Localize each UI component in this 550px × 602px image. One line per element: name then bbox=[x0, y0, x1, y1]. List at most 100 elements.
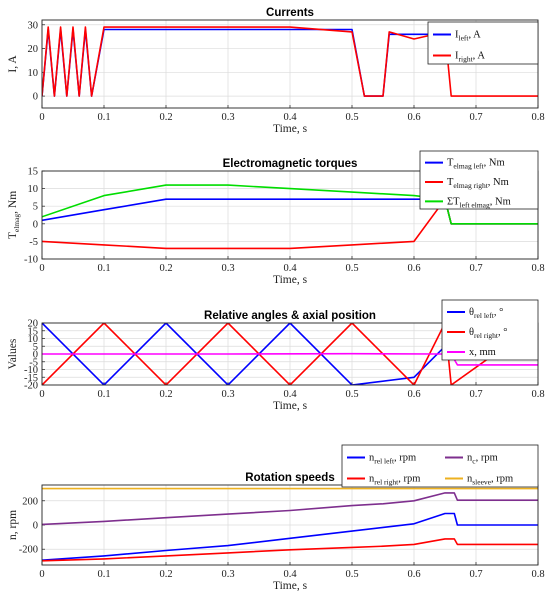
x-tick-label: 0.3 bbox=[221, 112, 234, 123]
y-tick-label: -5 bbox=[29, 357, 38, 368]
x-tick-label: 0.6 bbox=[407, 569, 420, 580]
legend-box bbox=[427, 21, 539, 65]
y-tick-label: 0 bbox=[33, 92, 38, 103]
x-tick-label: 0.2 bbox=[159, 569, 172, 580]
y-tick-label: 15 bbox=[28, 326, 39, 337]
x-axis-label: Time, s bbox=[273, 274, 308, 286]
x-tick-label: 0.1 bbox=[97, 263, 110, 274]
legend-entry: nc, rpm bbox=[467, 453, 498, 466]
x-tick-label: 0.6 bbox=[407, 389, 420, 400]
series-line-3 bbox=[42, 184, 538, 225]
legend-entry: ΣTleft elmag, Nm bbox=[447, 196, 511, 209]
y-tick-label: 20 bbox=[28, 44, 39, 55]
legend-entry: nsleeve, rpm bbox=[467, 474, 513, 487]
series-line-2 bbox=[42, 26, 538, 97]
series-group bbox=[42, 184, 538, 250]
y-axis-label: Values bbox=[7, 338, 19, 369]
x-tick-label: 0.7 bbox=[469, 569, 482, 580]
legend-entry: θrel right, ° bbox=[469, 327, 507, 340]
legend-entry: Ileft, A bbox=[455, 30, 481, 43]
x-tick-label: 0.1 bbox=[97, 389, 110, 400]
legend-entry: Iright, A bbox=[455, 51, 485, 64]
x-tick-label: 0.3 bbox=[221, 263, 234, 274]
chart-title: Electromagnetic torques bbox=[223, 158, 358, 170]
x-tick-label: 0 bbox=[39, 389, 44, 400]
legend-entry: Telmag right, Nm bbox=[447, 177, 509, 190]
y-tick-label: -5 bbox=[29, 237, 38, 248]
series-line-3 bbox=[42, 352, 538, 366]
x-tick-label: 0.2 bbox=[159, 112, 172, 123]
x-axis-label: Time, s bbox=[273, 123, 308, 135]
legend-entry: Telmag left, Nm bbox=[447, 158, 505, 171]
legend-box bbox=[419, 150, 539, 210]
y-axis-label: Telmag, Nm bbox=[7, 191, 21, 239]
x-tick-label: 0.4 bbox=[283, 112, 297, 123]
legend: Telmag left, Nm Telmag right, Nm ΣTleft el… bbox=[419, 150, 539, 210]
y-tick-label: 30 bbox=[28, 20, 39, 31]
x-tick-label: 0.2 bbox=[159, 389, 172, 400]
legend: Ileft, A Iright, A bbox=[427, 21, 539, 65]
chart-panel-3: 0 0.1 0.2 0.3 0.4 0.5 0.6 0.7 0.8-20-15-10-50510… bbox=[7, 299, 545, 412]
y-tick-label: 10 bbox=[28, 184, 39, 195]
chart-title: Relative angles & axial position bbox=[204, 310, 376, 322]
y-tick-label: 15 bbox=[28, 167, 39, 178]
axes-frame bbox=[41, 170, 539, 260]
x-tick-label: 0.6 bbox=[407, 112, 420, 123]
x-tick-label: 0.5 bbox=[345, 263, 358, 274]
x-axis-label: Time, s bbox=[273, 400, 308, 412]
x-tick-label: 0.4 bbox=[283, 263, 297, 274]
series-group bbox=[42, 26, 538, 97]
x-tick-label: 0.6 bbox=[407, 263, 420, 274]
legend-entry: nrel right, rpm bbox=[369, 474, 420, 487]
x-tick-label: 0.7 bbox=[469, 112, 482, 123]
legend: θrel left, ° θrel right, ° x, mm bbox=[441, 299, 539, 361]
x-tick-label: 0.3 bbox=[221, 569, 234, 580]
legend: nrel left, rpm nrel right, rpm nc, rpm nsle… bbox=[341, 444, 539, 488]
series-line-2 bbox=[42, 538, 538, 562]
y-tick-label: -200 bbox=[19, 545, 38, 556]
y-tick-label: -10 bbox=[24, 365, 38, 376]
axes-frame bbox=[41, 484, 539, 566]
x-tick-label: 0 bbox=[39, 569, 44, 580]
legend-entry: θrel left, ° bbox=[469, 307, 503, 320]
x-tick-label: 0.8 bbox=[531, 263, 544, 274]
chart-title: Rotation speeds bbox=[245, 472, 334, 484]
y-tick-label: 10 bbox=[28, 68, 39, 79]
x-tick-label: 0.5 bbox=[345, 112, 358, 123]
y-tick-label: 0 bbox=[33, 521, 38, 532]
x-tick-label: 0 bbox=[39, 112, 44, 123]
y-tick-label: 10 bbox=[28, 334, 39, 345]
y-tick-label: -20 bbox=[24, 381, 38, 392]
x-tick-label: 0.5 bbox=[345, 389, 358, 400]
x-tick-label: 0.7 bbox=[469, 263, 482, 274]
x-tick-label: 0.8 bbox=[531, 112, 544, 123]
y-tick-label: -10 bbox=[24, 255, 38, 266]
x-axis-label: Time, s bbox=[273, 580, 308, 592]
legend-entry: x, mm bbox=[469, 347, 496, 358]
y-axis-label: I, A bbox=[7, 55, 19, 73]
x-tick-label: 0 bbox=[39, 263, 44, 274]
series-group bbox=[42, 487, 538, 562]
x-tick-label: 0.1 bbox=[97, 112, 110, 123]
x-tick-label: 0.8 bbox=[531, 389, 544, 400]
y-tick-label: 200 bbox=[22, 496, 38, 507]
y-tick-label: 0 bbox=[33, 350, 38, 361]
y-tick-label: 0 bbox=[33, 219, 38, 230]
chart-title: Currents bbox=[266, 7, 314, 19]
chart-panel-4: 0 0.1 0.2 0.3 0.4 0.5 0.6 0.7 0.8 -200 0 200 Rotatio… bbox=[7, 444, 545, 592]
x-tick-label: 0.2 bbox=[159, 263, 172, 274]
x-tick-label: 0.1 bbox=[97, 569, 110, 580]
legend-box bbox=[341, 444, 539, 488]
x-tick-label: 0.4 bbox=[283, 389, 297, 400]
x-tick-label: 0.3 bbox=[221, 389, 234, 400]
y-axis-label: n, rpm bbox=[7, 510, 19, 540]
y-tick-label: 5 bbox=[33, 342, 38, 353]
y-tick-label: 20 bbox=[28, 319, 39, 330]
y-tick-label: -15 bbox=[24, 373, 38, 384]
legend-box bbox=[441, 299, 539, 361]
legend-entry: nrel left, rpm bbox=[369, 453, 416, 466]
x-tick-label: 0.4 bbox=[283, 569, 297, 580]
chart-panel-2: 0 0.1 0.2 0.3 0.4 0.5 0.6 0.7 0.8 -10 -5 0 5 10 15 Elec… bbox=[7, 150, 545, 286]
series-line-3 bbox=[42, 492, 538, 526]
